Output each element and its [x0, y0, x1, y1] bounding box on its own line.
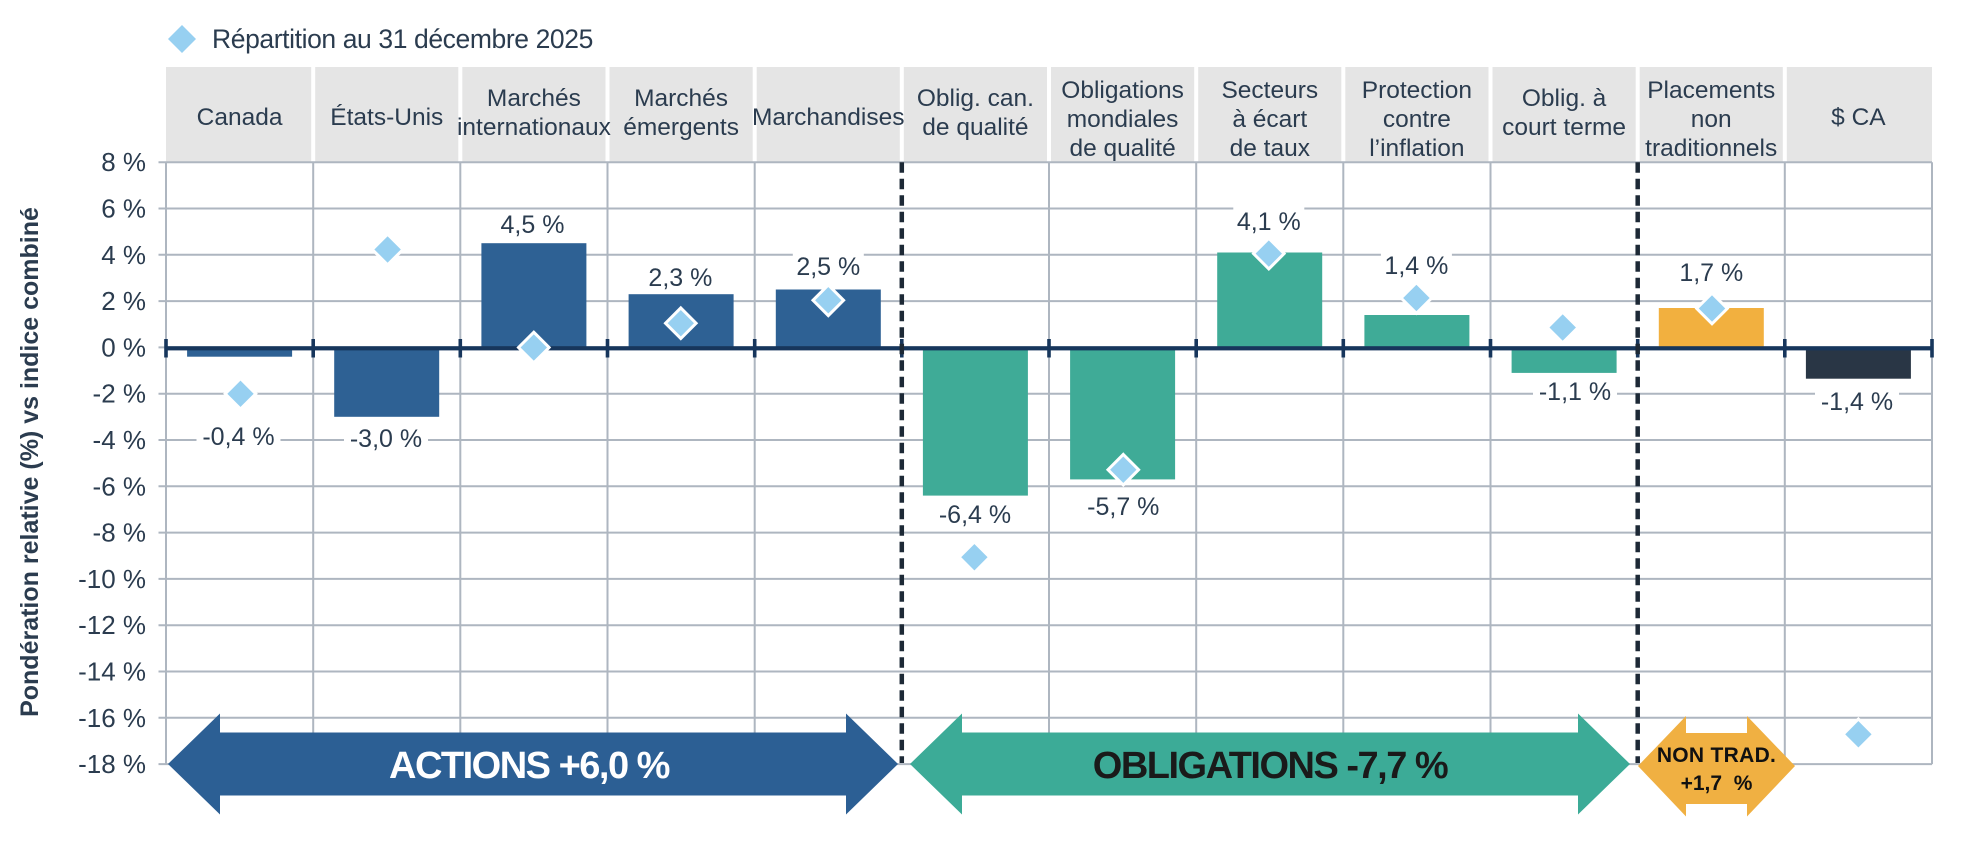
svg-text:6 %: 6 % — [101, 194, 146, 224]
svg-text:-1,4 %: -1,4 % — [1821, 388, 1893, 416]
svg-text:-5,7 %: -5,7 % — [1087, 493, 1159, 521]
svg-text:États-Unis: États-Unis — [330, 104, 443, 131]
svg-text:-18 %: -18 % — [78, 749, 146, 779]
svg-text:de qualité: de qualité — [922, 114, 1028, 141]
svg-text:-12 %: -12 % — [78, 610, 146, 640]
svg-text:mondiales: mondiales — [1067, 106, 1179, 133]
svg-text:2,5 %: 2,5 % — [796, 253, 860, 281]
svg-text:Pondération relative (%) vs in: Pondération relative (%) vs indice combi… — [16, 207, 44, 717]
svg-text:Marchandises: Marchandises — [752, 104, 905, 131]
svg-text:-10 %: -10 % — [78, 564, 146, 594]
svg-text:1,4 %: 1,4 % — [1384, 252, 1448, 280]
svg-text:8 %: 8 % — [101, 147, 146, 177]
svg-text:$ CA: $ CA — [1831, 104, 1886, 131]
svg-text:court terme: court terme — [1502, 114, 1626, 141]
svg-text:contre: contre — [1383, 106, 1451, 133]
svg-text:internationaux: internationaux — [457, 114, 611, 141]
svg-text:-8 %: -8 % — [93, 518, 146, 548]
svg-text:Placements: Placements — [1647, 77, 1775, 104]
svg-text:4 %: 4 % — [101, 240, 146, 270]
svg-text:Obligations: Obligations — [1061, 77, 1184, 104]
svg-text:+1,7 %: +1,7 % — [1681, 772, 1753, 795]
svg-text:0 %: 0 % — [101, 332, 146, 362]
svg-text:4,1 %: 4,1 % — [1237, 208, 1301, 236]
svg-text:Oblig. can.: Oblig. can. — [917, 85, 1034, 112]
svg-text:-14 %: -14 % — [78, 657, 146, 687]
svg-text:-6 %: -6 % — [93, 471, 146, 501]
svg-text:-1,1 %: -1,1 % — [1539, 378, 1611, 406]
svg-text:-4 %: -4 % — [93, 425, 146, 455]
svg-text:Protection: Protection — [1362, 77, 1472, 104]
svg-text:-16 %: -16 % — [78, 703, 146, 733]
svg-text:émergents: émergents — [623, 114, 739, 141]
svg-text:4,5 %: 4,5 % — [501, 211, 565, 239]
svg-text:non: non — [1691, 106, 1732, 133]
svg-text:2 %: 2 % — [101, 286, 146, 316]
svg-text:-0,4 %: -0,4 % — [202, 423, 274, 451]
svg-text:NON TRAD.: NON TRAD. — [1657, 744, 1776, 767]
svg-text:2,3 %: 2,3 % — [648, 264, 712, 292]
svg-text:traditionnels: traditionnels — [1645, 135, 1777, 162]
svg-text:-6,4 %: -6,4 % — [939, 501, 1011, 529]
svg-text:de taux: de taux — [1230, 135, 1310, 162]
svg-text:Répartition au 31 décembre 202: Répartition au 31 décembre 2025 — [212, 24, 593, 54]
svg-text:Secteurs: Secteurs — [1221, 77, 1318, 104]
svg-text:OBLIGATIONS -7,7 %: OBLIGATIONS -7,7 % — [1093, 745, 1448, 787]
svg-text:ACTIONS +6,0 %: ACTIONS +6,0 % — [389, 745, 670, 787]
svg-text:de qualité: de qualité — [1069, 135, 1175, 162]
svg-text:-3,0 %: -3,0 % — [350, 425, 422, 453]
svg-text:l’inflation: l’inflation — [1369, 135, 1464, 162]
svg-text:Canada: Canada — [197, 104, 283, 131]
svg-text:-2 %: -2 % — [93, 379, 146, 409]
svg-text:Oblig. à: Oblig. à — [1522, 85, 1607, 112]
svg-text:à écart: à écart — [1232, 106, 1307, 133]
svg-text:Marchés: Marchés — [634, 85, 728, 112]
svg-text:1,7 %: 1,7 % — [1679, 259, 1743, 287]
svg-text:Marchés: Marchés — [487, 85, 581, 112]
